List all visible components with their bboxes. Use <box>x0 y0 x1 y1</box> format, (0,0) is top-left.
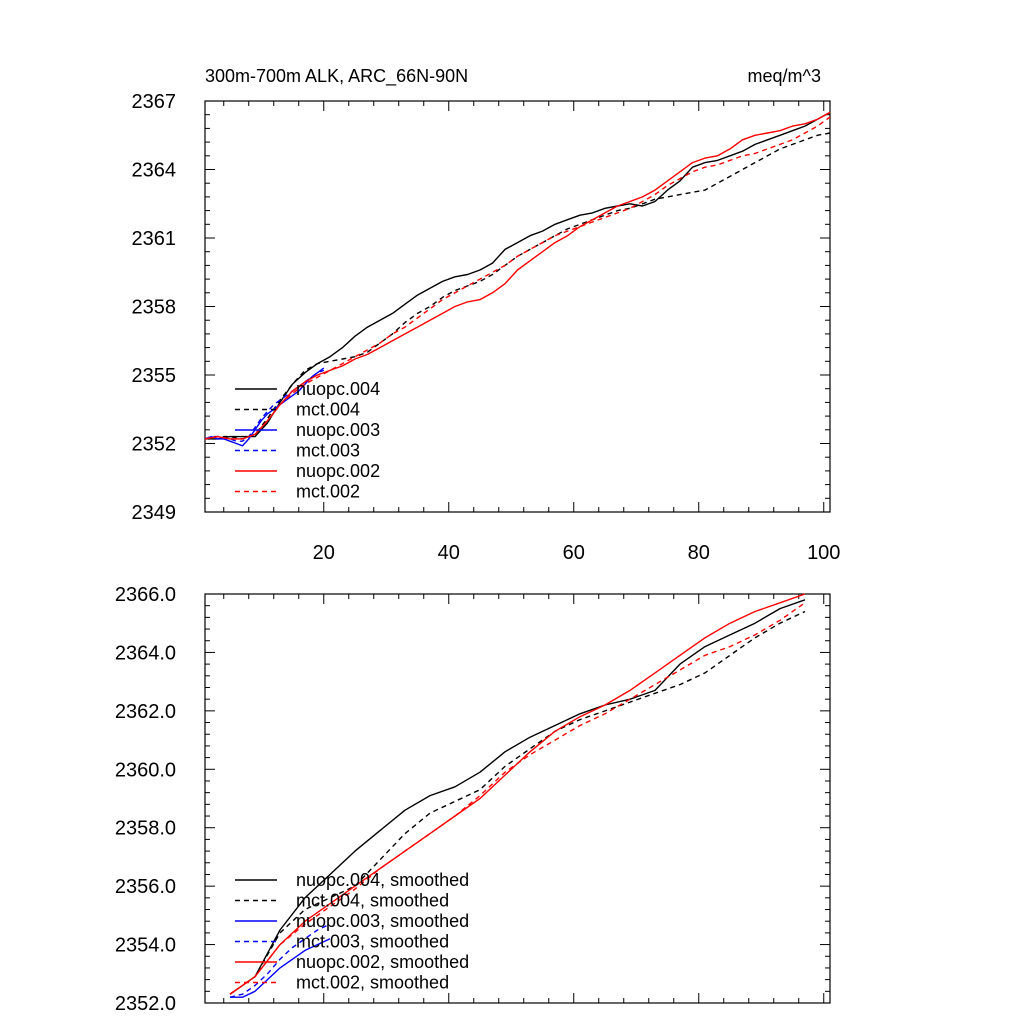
y-tick-label: 2352.0 <box>115 993 176 1015</box>
bottom-panel: 2352.0 2354.0 2356.0 2358.0 2360.0 2362.0 2364… <box>115 584 831 1015</box>
legend-label: mct.004 <box>296 400 360 420</box>
series-line-mct-003-smoothed <box>229 923 331 998</box>
x-tick-label: 20 <box>313 542 335 564</box>
legend-label: nuopc.002 <box>296 461 380 481</box>
y-tick-label: 2362.0 <box>115 701 176 723</box>
series-line-nuopc-002 <box>204 111 831 440</box>
legend-label: nuopc.004 <box>296 379 380 399</box>
series-line-mct-004 <box>204 132 831 440</box>
legend-label: mct.002, smoothed <box>296 973 449 993</box>
legend-label: nuopc.003, smoothed <box>296 911 469 931</box>
series-line-nuopc-004-smoothed <box>229 599 806 995</box>
y-tick-label: 2355 <box>132 365 177 387</box>
y-tick-label: 2358.0 <box>115 818 176 840</box>
y-tick-label: 2358 <box>132 297 177 319</box>
x-tick-label: 40 <box>438 542 460 564</box>
series-line-mct-003 <box>204 369 325 442</box>
x-tick-label: 60 <box>563 542 585 564</box>
y-tick-label: 2349 <box>132 502 177 524</box>
series-line-mct-002 <box>204 116 831 440</box>
legend-label: nuopc.004, smoothed <box>296 870 469 890</box>
legend-label: mct.004, smoothed <box>296 891 449 911</box>
plot-frame <box>204 593 831 1004</box>
units-label: meq/m^3 <box>748 66 821 86</box>
legend-label: nuopc.002, smoothed <box>296 952 469 972</box>
y-tick-label: 2364 <box>132 160 177 182</box>
series-line-nuopc-003-smoothed <box>230 938 331 998</box>
legend-label: mct.002 <box>296 482 360 502</box>
y-tick-label: 2360.0 <box>115 759 176 781</box>
y-tick-label: 2366.0 <box>115 584 176 606</box>
y-tick-label: 2361 <box>132 228 177 250</box>
x-tick-label: 80 <box>688 542 710 564</box>
legend-label: mct.003 <box>296 441 360 461</box>
legend-label: mct.003, smoothed <box>296 932 449 952</box>
chart-title: 300m-700m ALK, ARC_66N-90N <box>205 66 468 87</box>
series-line-nuopc-004 <box>205 111 831 440</box>
y-tick-label: 2352 <box>132 434 177 456</box>
x-tick-label: 100 <box>807 542 840 564</box>
legend-label: nuopc.003 <box>296 420 380 440</box>
y-tick-label: 2367 <box>132 91 177 113</box>
top-panel: 2349 2352 2355 2358 2361 2364 2367 20 40 60 80 100 n… <box>132 91 841 564</box>
y-tick-label: 2356.0 <box>115 876 176 898</box>
series-line-mct-004-smoothed <box>229 610 806 995</box>
y-tick-label: 2364.0 <box>115 642 176 664</box>
y-tick-label: 2354.0 <box>115 935 176 957</box>
series-line-mct-002-smoothed <box>229 602 806 995</box>
